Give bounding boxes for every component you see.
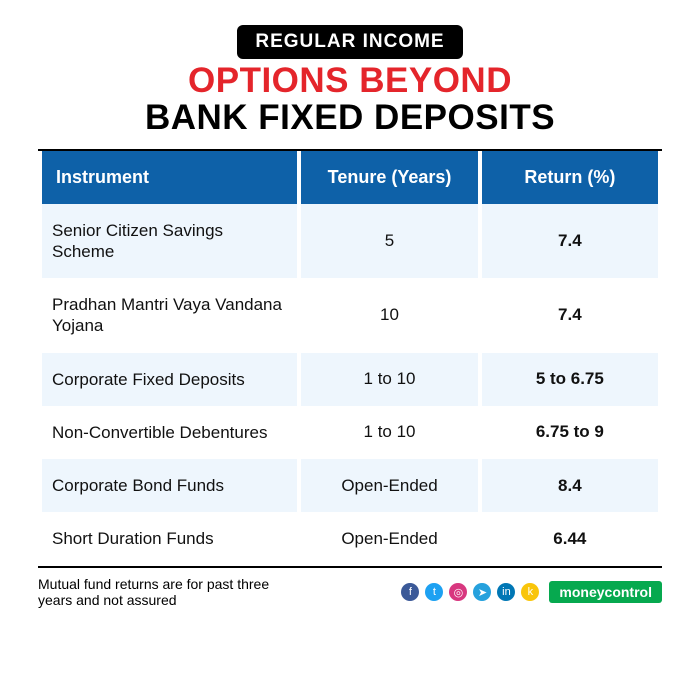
footnote-text: Mutual fund returns are for past three y… xyxy=(38,576,298,610)
cell-instrument: Corporate Fixed Deposits xyxy=(42,353,297,406)
cell-return: 8.4 xyxy=(482,459,658,512)
table-row: Corporate Fixed Deposits 1 to 10 5 to 6.… xyxy=(42,353,658,406)
cell-tenure: Open-Ended xyxy=(301,512,477,565)
facebook-icon[interactable]: f xyxy=(401,583,419,601)
col-instrument: Instrument xyxy=(42,151,297,204)
footer-bar: Mutual fund returns are for past three y… xyxy=(38,566,662,610)
table-row: Non-Convertible Debentures 1 to 10 6.75 … xyxy=(42,406,658,459)
cell-return: 5 to 6.75 xyxy=(482,353,658,406)
cell-instrument: Short Duration Funds xyxy=(42,512,297,565)
col-tenure: Tenure (Years) xyxy=(301,151,477,204)
cell-tenure: 1 to 10 xyxy=(301,353,477,406)
cell-return: 6.75 to 9 xyxy=(482,406,658,459)
linkedin-icon[interactable]: in xyxy=(497,583,515,601)
header-badge: REGULAR INCOME xyxy=(237,25,462,59)
social-icons-group: f t ◎ ➤ in k moneycontrol xyxy=(401,581,662,603)
table-row: Corporate Bond Funds Open-Ended 8.4 xyxy=(42,459,658,512)
cell-tenure: 5 xyxy=(301,204,477,279)
title-line-1: OPTIONS BEYOND xyxy=(38,63,662,100)
table-header-row: Instrument Tenure (Years) Return (%) xyxy=(42,151,658,204)
cell-tenure: 1 to 10 xyxy=(301,406,477,459)
koo-icon[interactable]: k xyxy=(521,583,539,601)
cell-instrument: Senior Citizen Savings Scheme xyxy=(42,204,297,279)
cell-instrument: Pradhan Mantri Vaya Vandana Yojana xyxy=(42,278,297,353)
title-line-2: BANK FIXED DEPOSITS xyxy=(38,100,662,137)
table-row: Pradhan Mantri Vaya Vandana Yojana 10 7.… xyxy=(42,278,658,353)
table-row: Senior Citizen Savings Scheme 5 7.4 xyxy=(42,204,658,279)
cell-tenure: 10 xyxy=(301,278,477,353)
table-row: Short Duration Funds Open-Ended 6.44 xyxy=(42,512,658,565)
cell-tenure: Open-Ended xyxy=(301,459,477,512)
col-return: Return (%) xyxy=(482,151,658,204)
cell-return: 6.44 xyxy=(482,512,658,565)
cell-return: 7.4 xyxy=(482,278,658,353)
telegram-icon[interactable]: ➤ xyxy=(473,583,491,601)
brand-pill[interactable]: moneycontrol xyxy=(549,581,662,603)
cell-instrument: Corporate Bond Funds xyxy=(42,459,297,512)
instagram-icon[interactable]: ◎ xyxy=(449,583,467,601)
cell-return: 7.4 xyxy=(482,204,658,279)
instruments-table: Instrument Tenure (Years) Return (%) Sen… xyxy=(38,149,662,566)
cell-instrument: Non-Convertible Debentures xyxy=(42,406,297,459)
twitter-icon[interactable]: t xyxy=(425,583,443,601)
